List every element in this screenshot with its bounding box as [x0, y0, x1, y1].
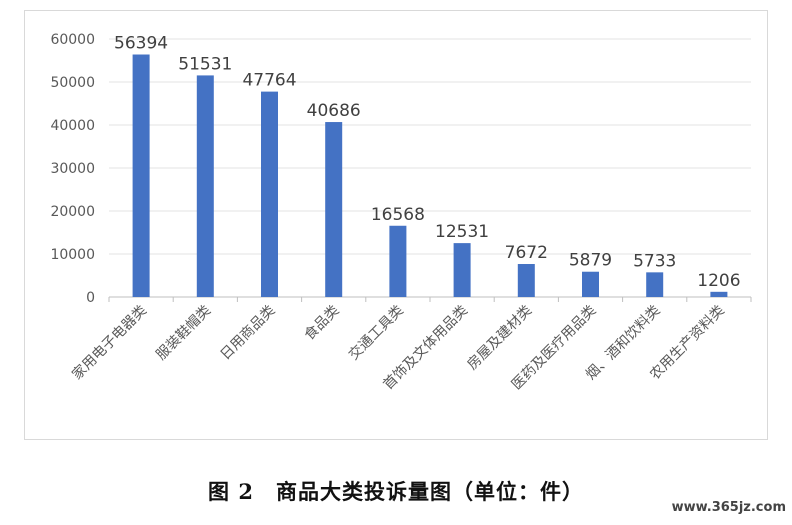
category-label: 房屋及建材类	[464, 303, 535, 374]
site-watermark: www.365jz.com	[671, 500, 786, 515]
data-label: 1206	[697, 271, 740, 291]
y-tick-label: 0	[86, 290, 95, 306]
bar	[132, 54, 150, 297]
bar	[453, 243, 471, 297]
category-label: 交通工具类	[345, 302, 407, 364]
data-label: 51531	[178, 54, 232, 74]
bar	[517, 264, 535, 297]
category-label: 日用商品类	[218, 303, 279, 364]
data-label: 5733	[633, 251, 676, 271]
data-label: 40686	[307, 101, 361, 121]
y-tick-label: 20000	[50, 204, 95, 220]
bar	[389, 225, 407, 297]
data-label: 16568	[371, 205, 425, 225]
category-label: 服装鞋帽类	[153, 303, 214, 364]
data-label: 5879	[569, 251, 612, 271]
y-tick-label: 10000	[50, 247, 95, 263]
bar	[646, 272, 664, 297]
data-label: 7672	[505, 243, 548, 263]
bar	[325, 122, 343, 297]
bar	[710, 291, 728, 297]
category-label: 家用电子电器类	[69, 302, 150, 383]
bar-chart: 0 10000 20000 30000 40000 50000 60000 56394 家用电子…	[50, 32, 752, 393]
figure-caption: 图 2 商品大类投诉量图（单位：件）	[208, 479, 584, 504]
data-label: 56394	[114, 34, 168, 54]
bar	[196, 75, 214, 297]
chart-area: 0 10000 20000 30000 40000 50000 60000 56394 家用电子…	[24, 10, 768, 440]
data-label: 12531	[435, 222, 489, 242]
category-label: 食品类	[301, 302, 343, 344]
y-tick-label: 50000	[50, 75, 95, 91]
bar	[582, 271, 599, 297]
data-label: 47764	[242, 71, 296, 91]
y-tick-label: 40000	[50, 118, 95, 134]
bar	[261, 91, 278, 297]
y-tick-label: 30000	[50, 161, 95, 177]
y-tick-label: 60000	[50, 32, 95, 48]
